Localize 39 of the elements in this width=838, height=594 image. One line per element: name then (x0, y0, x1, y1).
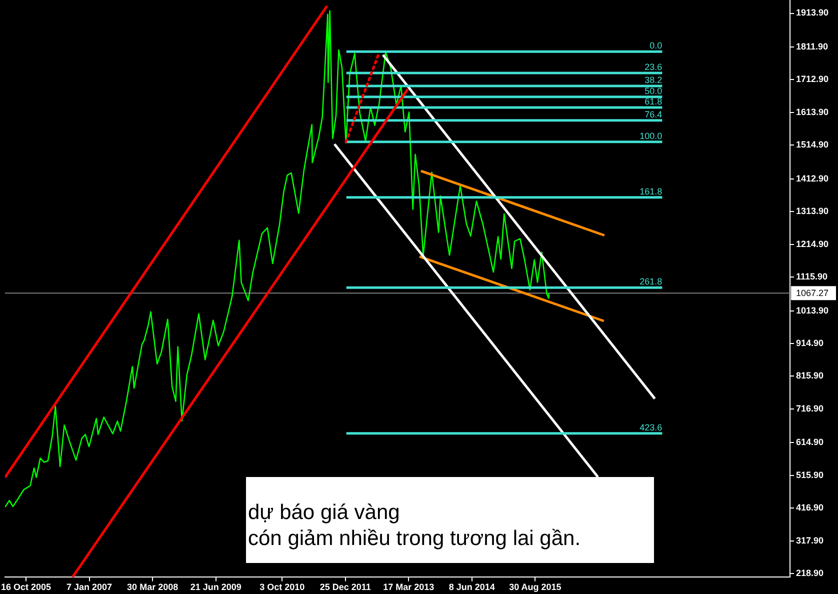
x-tick-label: 21 Jun 2009 (190, 582, 242, 592)
series-label: 50.0 (644, 86, 662, 96)
y-tick-label: 1913.90 (796, 8, 829, 18)
series-label: 23.6 (644, 62, 662, 72)
y-tick-label: 317.90 (796, 535, 824, 546)
y-tick-label: 815.90 (796, 370, 824, 381)
ref-line-label: 1067.27 (796, 288, 829, 298)
series-label: 61.8 (644, 96, 662, 106)
x-tick-label: 7 Jan 2007 (66, 582, 112, 592)
y-tick-label: 1613.90 (796, 106, 829, 117)
x-tick-label: 3 Oct 2010 (260, 582, 305, 592)
series-label: 100.0 (640, 130, 662, 141)
series-label: 161.8 (640, 186, 662, 196)
series-label: 38.2 (644, 74, 662, 85)
y-tick-label: 614.90 (796, 437, 824, 448)
y-tick-label: 515.90 (796, 470, 824, 480)
series-label: 423.6 (640, 422, 662, 432)
annotation: dự báo giá vàng cón giảm nhiều trong tương lai gần. (248, 500, 582, 552)
series-label: 76.4 (644, 109, 662, 120)
y-tick-label: 716.90 (796, 403, 824, 414)
y-tick-label: 1013.90 (796, 305, 829, 316)
x-tick-label: 17 Mar 2013 (383, 582, 434, 592)
y-tick-label: 416.90 (796, 502, 824, 513)
x-tick-label: 25 Dec 2011 (320, 582, 371, 592)
x-tick-label: 8 Jun 2014 (448, 582, 495, 592)
y-tick-label: 1412.90 (796, 173, 829, 184)
y-tick-label: 1712.90 (796, 74, 829, 84)
y-tick-label: 218.90 (796, 568, 824, 578)
y-tick-label: 1514.90 (796, 140, 829, 150)
y-tick-label: 1214.90 (796, 238, 829, 249)
series-label: 0.0 (650, 40, 662, 51)
y-tick-label: 1115.90 (796, 272, 828, 282)
series-label: 261.8 (640, 276, 662, 287)
y-tick-label: 1811.90 (796, 41, 828, 52)
y-tick-label: 1313.90 (796, 206, 829, 216)
x-tick-label: 30 Mar 2008 (127, 582, 178, 592)
x-tick-label: 16 Oct 2005 (0, 582, 52, 592)
y-tick-label: 914.90 (796, 338, 824, 348)
x-tick-label: 30 Aug 2015 (509, 582, 562, 592)
